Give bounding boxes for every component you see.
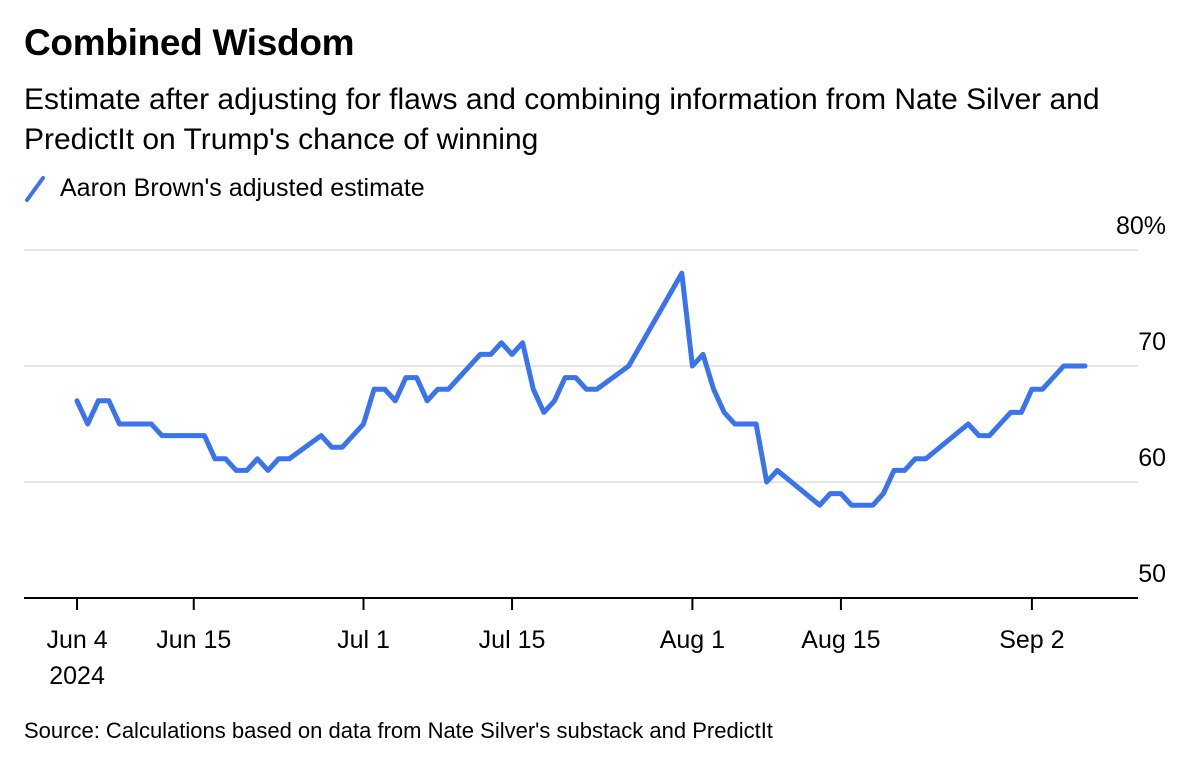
x-tick-label: Sep 2 — [999, 626, 1064, 654]
x-tick-label: Jul 1 — [337, 626, 390, 654]
y-axis-labels: 80% 70 60 50 — [1116, 212, 1166, 588]
gridlines — [24, 249, 1138, 483]
y-tick-label: 70 — [1138, 328, 1166, 356]
series-line — [74, 270, 1088, 508]
chart-title: Combined Wisdom — [24, 22, 355, 63]
y-tick-label: 50 — [1138, 560, 1166, 588]
legend: Aaron Brown's adjusted estimate — [24, 174, 425, 203]
x-tick-label: Jun 4 — [46, 626, 107, 654]
y-tick-label: 60 — [1138, 444, 1166, 472]
source-note: Source: Calculations based on data from … — [24, 718, 773, 743]
x-tick-label: Jun 15 — [156, 626, 231, 654]
x-axis: Jun 4 2024 Jun 15 Jul 1 Jul 15 Aug 1 Aug 15 Sep… — [24, 597, 1138, 690]
legend-swatch — [25, 175, 45, 202]
x-tick-label: Aug 1 — [660, 626, 725, 654]
chart-subtitle: Estimate after adjusting for flaws and c… — [24, 83, 1100, 156]
x-tick-sublabel: 2024 — [49, 662, 105, 690]
y-tick-label: 80% — [1116, 212, 1166, 240]
x-tick-label: Jul 15 — [479, 626, 546, 654]
series-layer — [74, 270, 1088, 508]
x-tick-label: Aug 15 — [801, 626, 880, 654]
legend-label: Aaron Brown's adjusted estimate — [60, 174, 425, 202]
